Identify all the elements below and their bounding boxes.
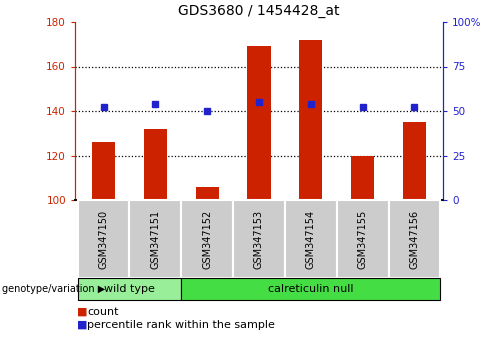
Text: calreticulin null: calreticulin null (268, 284, 354, 294)
Bar (337, 200, 388, 278)
Bar (78, 278, 181, 300)
Title: GDS3680 / 1454428_at: GDS3680 / 1454428_at (178, 4, 340, 18)
Text: GSM347150: GSM347150 (99, 210, 108, 269)
Bar (143, 129, 167, 200)
Bar (196, 187, 219, 200)
Text: wild type: wild type (104, 284, 155, 294)
Text: GSM347152: GSM347152 (202, 209, 212, 269)
Bar (247, 46, 271, 200)
Bar (351, 155, 374, 200)
Text: ■: ■ (78, 320, 88, 330)
Text: percentile rank within the sample: percentile rank within the sample (87, 320, 275, 330)
Text: GSM347151: GSM347151 (150, 210, 161, 269)
Bar (299, 40, 323, 200)
Text: GSM347153: GSM347153 (254, 210, 264, 269)
Bar (92, 142, 115, 200)
Bar (181, 200, 233, 278)
Bar (388, 200, 440, 278)
Bar (129, 200, 181, 278)
Text: ■: ■ (78, 307, 88, 317)
Bar (78, 200, 129, 278)
Text: genotype/variation ▶: genotype/variation ▶ (2, 284, 106, 294)
Text: GSM347155: GSM347155 (358, 209, 367, 269)
Text: count: count (87, 307, 119, 317)
Bar (233, 200, 285, 278)
Bar (403, 122, 426, 200)
Text: GSM347156: GSM347156 (409, 210, 420, 269)
Bar (181, 278, 440, 300)
Text: GSM347154: GSM347154 (306, 210, 316, 269)
Bar (285, 200, 337, 278)
